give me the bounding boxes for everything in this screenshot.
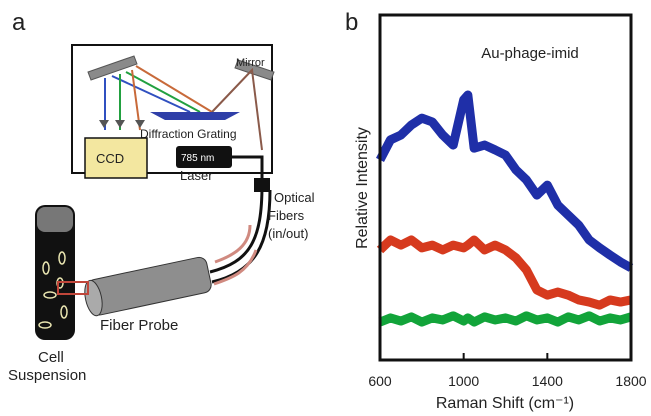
mirror	[234, 59, 275, 81]
x-tick-label: 1800	[615, 373, 646, 389]
x-tick-label: 600	[368, 373, 392, 389]
y-axis-label: Relative Intensity	[354, 127, 371, 249]
x-tick-label: 1400	[532, 373, 563, 389]
grating	[150, 112, 240, 120]
label: Fiber Probe	[100, 317, 178, 334]
label: 785 nm	[181, 153, 214, 164]
label: Optical	[274, 190, 315, 205]
connector	[254, 178, 270, 192]
x-tick-label: 1000	[448, 373, 479, 389]
label: Diffraction Grating	[140, 127, 237, 141]
arrows	[213, 224, 258, 286]
spectrometer-box	[71, 44, 273, 174]
x-axis-label: Raman Shift (cm⁻¹)	[436, 395, 574, 412]
plot	[376, 90, 634, 327]
fiber	[209, 155, 264, 274]
laser	[176, 146, 232, 168]
panel-label: b	[345, 9, 358, 36]
mirror	[87, 55, 138, 81]
laser-spot	[57, 281, 89, 295]
spectrum	[376, 235, 632, 310]
panel-label: a	[12, 9, 26, 36]
label: CCD	[96, 151, 124, 166]
label: Fibers	[268, 208, 305, 223]
label: Mirror	[236, 57, 265, 69]
label: Laser	[180, 168, 213, 183]
annotation: Au-phage-imid	[481, 45, 579, 62]
probe	[84, 256, 212, 317]
plot-frame	[378, 13, 633, 362]
fiber	[211, 189, 272, 284]
label: Suspension	[8, 367, 86, 384]
spectrum	[378, 311, 633, 327]
ccd	[84, 137, 148, 179]
label: (in/out)	[268, 226, 308, 241]
arrowheads	[99, 120, 145, 128]
label: Cell	[38, 349, 64, 366]
spectrum	[376, 90, 634, 272]
tube-top	[37, 207, 73, 232]
